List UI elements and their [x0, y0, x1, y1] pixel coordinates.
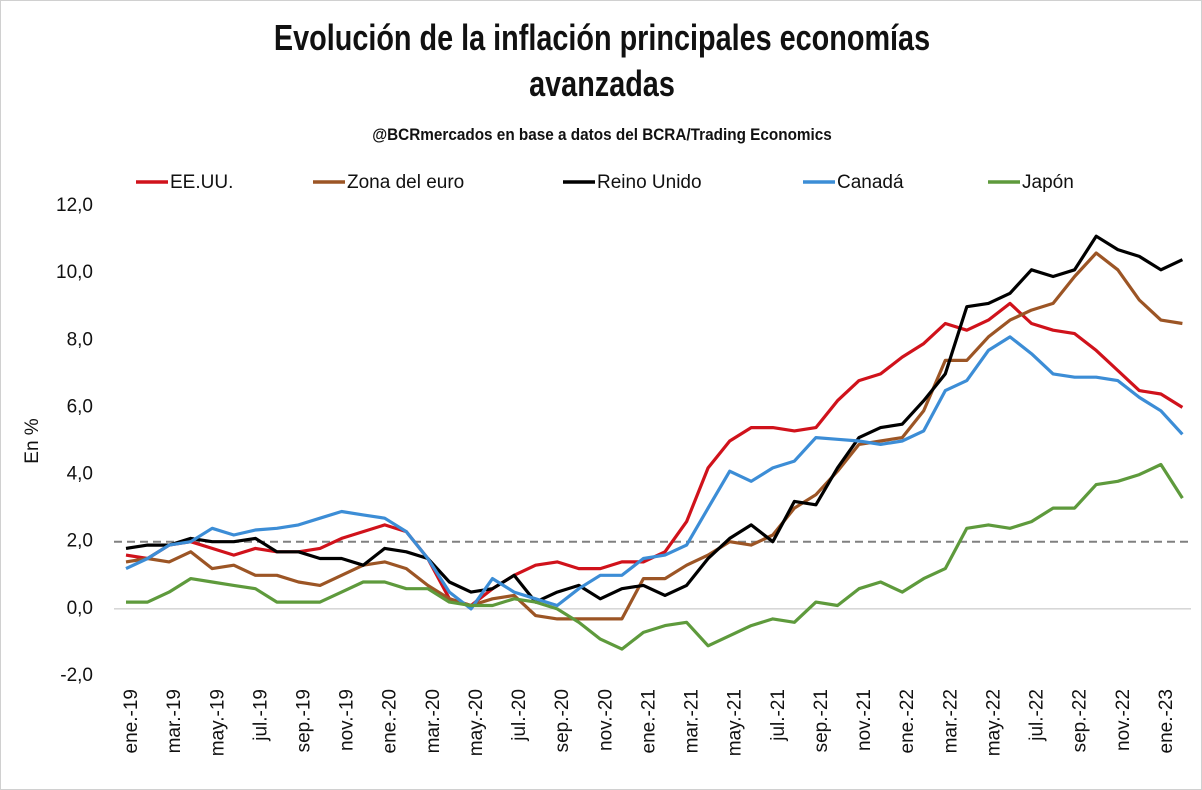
y-tick-label: 8,0	[67, 329, 93, 350]
x-tick-label: sep.-21	[811, 689, 832, 752]
series-line	[125, 335, 1184, 611]
x-tick-label: mar.-21	[682, 689, 703, 753]
x-tick-label: jul.-19	[250, 689, 271, 742]
x-tick-label: ene.-21	[638, 689, 659, 753]
x-tick-label: nov.-22	[1113, 689, 1134, 751]
x-tick-label: mar.-22	[940, 689, 961, 753]
x-tick-label: ene.-20	[380, 689, 401, 753]
legend-label: Japón	[1022, 172, 1074, 193]
x-tick-label: nov.-20	[595, 689, 616, 751]
y-tick-label: 4,0	[67, 464, 93, 485]
x-tick-label: jul.-20	[509, 689, 530, 742]
x-tick-label: ene.-23	[1156, 689, 1177, 753]
x-tick-label: sep.-19	[293, 689, 314, 752]
y-axis-label: En %	[22, 418, 43, 464]
x-tick-label: ene.-22	[897, 689, 918, 753]
x-tick-label: nov.-21	[854, 689, 875, 751]
chart-subtitle: @BCRmercados en base a datos del BCRA/Tr…	[372, 125, 832, 144]
y-tick-label: 0,0	[67, 598, 93, 619]
y-tick-label: 12,0	[56, 195, 93, 216]
y-tick-label: -2,0	[60, 665, 93, 686]
x-tick-label: jul.-22	[1027, 689, 1048, 742]
x-tick-label: mar.-19	[164, 689, 185, 753]
legend-label: Canadá	[837, 172, 904, 193]
chart-title: Evolución de la inflación principales ec…	[273, 17, 931, 104]
x-tick-label: may.-22	[983, 689, 1004, 756]
series-line	[125, 234, 1184, 604]
x-tick-label: jul.-21	[768, 689, 789, 742]
x-tick-label: sep.-22	[1070, 689, 1091, 752]
y-tick-label: 10,0	[56, 262, 93, 283]
legend-label: Reino Unido	[597, 172, 702, 193]
x-tick-label: nov.-19	[337, 689, 358, 751]
series-line	[126, 462, 1184, 651]
y-tick-label: 6,0	[67, 396, 93, 417]
x-tick-label: may.-21	[725, 689, 746, 756]
x-tick-label: sep.-20	[552, 689, 573, 752]
x-tick-label: may.-19	[207, 689, 228, 756]
legend-label: EE.UU.	[170, 172, 233, 193]
legend-label: Zona del euro	[347, 172, 464, 193]
x-tick-label: mar.-20	[423, 689, 444, 753]
x-tick-label: ene.-19	[121, 689, 142, 753]
x-tick-label: may.-20	[466, 689, 487, 756]
y-tick-label: 2,0	[67, 531, 93, 552]
series-line	[125, 251, 1183, 621]
